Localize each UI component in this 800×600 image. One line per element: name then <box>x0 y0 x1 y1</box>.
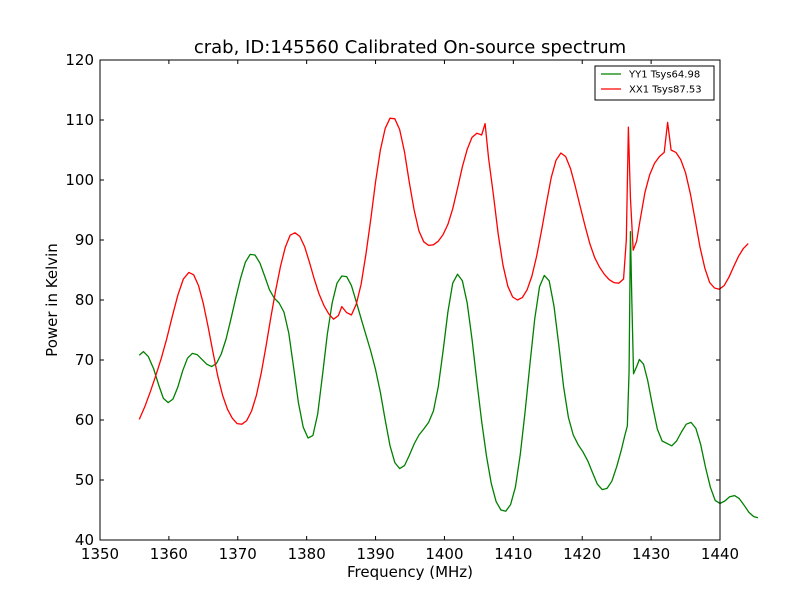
x-tick-label: 1400 <box>425 545 463 563</box>
x-tick-label: 1430 <box>632 545 670 563</box>
plot-area <box>100 60 720 540</box>
tick-layer: 1350 1360 1370 1380 1390 1400 1410 1420 1430 1440… <box>65 51 739 563</box>
x-tick-label: 1440 <box>701 545 739 563</box>
y-tick-label: 60 <box>75 411 94 429</box>
y-tick-label: 40 <box>75 531 94 549</box>
x-tick-label: 1370 <box>219 545 257 563</box>
x-tick-label: 1360 <box>150 545 188 563</box>
series-layer <box>138 117 759 519</box>
x-tick-label: 1380 <box>288 545 326 563</box>
chart-title: crab, ID:145560 Calibrated On-source spe… <box>194 37 626 58</box>
x-tick-label: 1390 <box>356 545 394 563</box>
y-axis-label: Power in Kelvin <box>43 243 61 357</box>
series-line-xx1 <box>138 117 749 425</box>
y-tick-label: 100 <box>65 171 94 189</box>
x-axis-label: Frequency (MHz) <box>347 563 473 581</box>
legend-box <box>594 65 715 101</box>
x-tick-label: 1420 <box>563 545 601 563</box>
y-tick-label: 120 <box>65 51 94 69</box>
y-tick-label: 90 <box>75 231 94 249</box>
y-tick-label: 80 <box>75 291 94 309</box>
x-tick-label: 1350 <box>81 545 119 563</box>
legend-label-xx1: XX1 Tsys87.53 <box>629 85 702 96</box>
legend: YY1 Tsys64.98 XX1 Tsys87.53 <box>594 65 715 101</box>
y-tick-label: 110 <box>65 111 94 129</box>
series-line-yy1 <box>138 230 759 519</box>
x-tick-label: 1410 <box>494 545 532 563</box>
legend-label-yy1: YY1 Tsys64.98 <box>628 70 700 81</box>
y-tick-label: 70 <box>75 351 94 369</box>
y-tick-label: 50 <box>75 471 94 489</box>
